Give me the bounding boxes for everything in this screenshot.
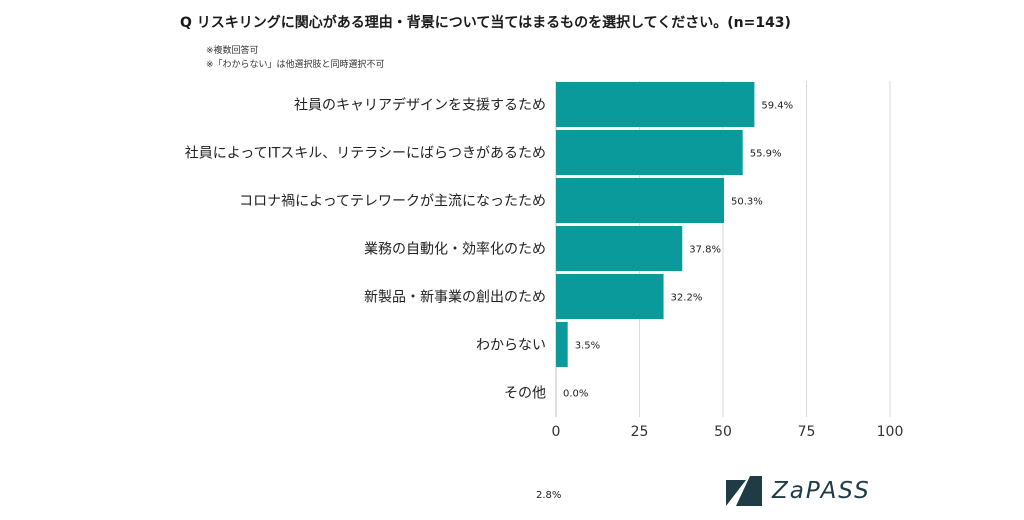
category-label: その他 (504, 386, 546, 402)
footnote-value: 2.8% (536, 490, 562, 501)
zapass-logo-text: ZaPASS (772, 478, 871, 504)
category-label: コロナ禍によってテレワークが主流になったため (239, 194, 546, 210)
category-label: 社員によってITスキル、リテラシーにばらつきがあるため (185, 146, 546, 162)
zapass-logo-icon (726, 476, 762, 506)
data-label: 0.0% (563, 389, 588, 400)
data-label: 3.5% (575, 341, 600, 352)
x-tick-label: 100 (877, 424, 904, 440)
category-label: わからない (476, 338, 546, 354)
bar (556, 130, 743, 175)
bar (556, 226, 683, 271)
bar (556, 178, 725, 223)
bar (556, 82, 755, 127)
data-label: 59.4% (761, 101, 793, 112)
bar (556, 274, 664, 319)
bar (556, 322, 568, 367)
x-tick-label: 0 (552, 424, 561, 440)
data-label: 37.8% (689, 245, 721, 256)
x-tick-label: 50 (714, 424, 732, 440)
data-label: 55.9% (750, 149, 782, 160)
chart-title: Q リスキリングに関心がある理由・背景について当てはまるものを選択してください。… (180, 15, 791, 31)
category-label: 新製品・新事業の創出のため (364, 290, 546, 306)
zapass-logo: ZaPASS (724, 474, 871, 508)
x-tick-label: 75 (798, 424, 816, 440)
category-label: 業務の自動化・効率化のため (364, 241, 546, 258)
note-multiple-answers: ※複数回答可 (206, 46, 259, 56)
note-dont-know: ※「わからない」は他選択肢と同時選択不可 (206, 60, 385, 70)
category-label: 社員のキャリアデザインを支援するため (294, 97, 546, 114)
x-tick-label: 25 (631, 424, 649, 440)
data-label: 32.2% (671, 293, 703, 304)
data-label: 50.3% (731, 197, 763, 208)
